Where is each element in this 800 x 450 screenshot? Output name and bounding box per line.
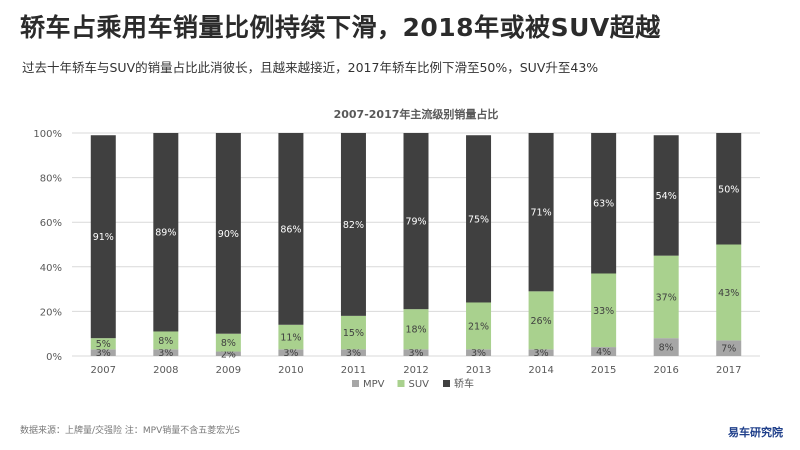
data-label-suv-2015: 33% bbox=[593, 306, 614, 317]
data-label-sedan-2016: 54% bbox=[656, 191, 677, 202]
bar-suv-2009 bbox=[215, 333, 241, 352]
bar-suv-2011 bbox=[340, 315, 366, 350]
data-label-mpv-2014: 3% bbox=[534, 348, 549, 359]
bar-mpv-2008 bbox=[153, 349, 179, 356]
bar-mpv-2011 bbox=[340, 349, 366, 356]
bar-sedan-2011 bbox=[340, 133, 366, 316]
y-tick-label: 40% bbox=[40, 263, 62, 274]
bar-suv-2017 bbox=[716, 244, 742, 341]
data-label-suv-2009: 8% bbox=[221, 338, 236, 349]
x-tick-label: 2015 bbox=[591, 365, 616, 376]
bar-mpv-2013 bbox=[466, 349, 492, 356]
data-label-suv-2010: 11% bbox=[280, 333, 301, 344]
legend-swatch bbox=[352, 380, 359, 387]
y-tick-label: 100% bbox=[33, 129, 62, 140]
y-tick-label: 20% bbox=[40, 307, 62, 318]
x-tick-label: 2011 bbox=[341, 365, 366, 376]
bar-suv-2007 bbox=[90, 338, 116, 350]
bar-suv-2008 bbox=[153, 331, 179, 350]
data-label-sedan-2011: 82% bbox=[343, 220, 364, 231]
bar-suv-2013 bbox=[466, 302, 492, 350]
x-tick-label: 2013 bbox=[466, 365, 491, 376]
legend-swatch bbox=[443, 380, 450, 387]
bar-sedan-2007 bbox=[90, 135, 116, 339]
bar-sedan-2017 bbox=[716, 133, 742, 245]
page-subtitle: 过去十年轿车与SUV的销量占比此消彼长，且越来越接近，2017年轿车比例下滑至5… bbox=[22, 60, 599, 75]
data-label-suv-2011: 15% bbox=[343, 328, 364, 339]
data-label-mpv-2013: 3% bbox=[471, 348, 486, 359]
legend-label: SUV bbox=[409, 379, 430, 390]
bar-mpv-2014 bbox=[528, 349, 554, 356]
data-label-sedan-2012: 79% bbox=[405, 217, 426, 228]
bar-sedan-2014 bbox=[528, 133, 554, 292]
data-label-suv-2016: 37% bbox=[656, 292, 677, 303]
bar-mpv-2017 bbox=[716, 340, 742, 356]
bar-sedan-2016 bbox=[653, 135, 679, 256]
bar-sedan-2009 bbox=[215, 133, 241, 334]
data-label-sedan-2014: 71% bbox=[531, 208, 552, 219]
data-label-suv-2013: 21% bbox=[468, 321, 489, 332]
legend-label: MPV bbox=[363, 379, 385, 390]
legend-swatch bbox=[397, 380, 405, 387]
data-label-suv-2014: 26% bbox=[531, 316, 552, 327]
bar-sedan-2008 bbox=[153, 133, 179, 332]
bar-mpv-2016 bbox=[653, 338, 679, 356]
bar-suv-2010 bbox=[278, 324, 304, 350]
data-label-mpv-2012: 3% bbox=[408, 348, 423, 359]
bar-sedan-2012 bbox=[403, 133, 429, 310]
brand-logo: 易车研究院 bbox=[728, 426, 783, 439]
data-label-mpv-2015: 4% bbox=[596, 347, 611, 358]
x-tick-label: 2008 bbox=[153, 365, 178, 376]
y-tick-label: 60% bbox=[40, 218, 62, 229]
legend-label: 轿车 bbox=[454, 377, 474, 390]
data-label-suv-2007: 5% bbox=[96, 339, 111, 350]
page-title: 轿车占乘用车销量比例持续下滑，2018年或被SUV超越 bbox=[20, 13, 661, 42]
bar-suv-2016 bbox=[653, 255, 679, 339]
data-label-mpv-2011: 3% bbox=[346, 348, 361, 359]
y-tick-label: 0% bbox=[46, 352, 62, 363]
x-tick-label: 2017 bbox=[716, 365, 741, 376]
chart-title: 2007-2017年主流级别销量占比 bbox=[334, 107, 499, 121]
data-label-suv-2017: 43% bbox=[718, 288, 739, 299]
data-label-mpv-2016: 8% bbox=[659, 343, 674, 354]
data-label-sedan-2007: 91% bbox=[93, 232, 114, 243]
bar-mpv-2015 bbox=[591, 347, 617, 356]
data-label-sedan-2009: 90% bbox=[218, 229, 239, 240]
x-tick-label: 2007 bbox=[91, 365, 116, 376]
bar-suv-2012 bbox=[403, 309, 429, 350]
data-label-suv-2012: 18% bbox=[405, 325, 426, 336]
data-source-note: 数据来源：上牌量/交强险 注：MPV销量不含五菱宏光S bbox=[20, 426, 240, 436]
data-label-mpv-2007: 3% bbox=[96, 348, 111, 359]
x-tick-label: 2012 bbox=[403, 365, 428, 376]
data-label-mpv-2017: 7% bbox=[721, 344, 736, 355]
data-label-suv-2008: 8% bbox=[158, 336, 173, 347]
x-tick-label: 2009 bbox=[216, 365, 241, 376]
data-label-mpv-2008: 3% bbox=[158, 348, 173, 359]
bar-sedan-2010 bbox=[278, 133, 304, 325]
bar-mpv-2007 bbox=[90, 349, 116, 356]
bar-mpv-2010 bbox=[278, 349, 304, 356]
bar-suv-2015 bbox=[591, 273, 617, 348]
data-label-mpv-2010: 3% bbox=[283, 348, 298, 359]
bar-sedan-2015 bbox=[591, 133, 617, 274]
x-tick-label: 2014 bbox=[528, 365, 553, 376]
bar-suv-2014 bbox=[528, 291, 554, 350]
y-tick-label: 80% bbox=[40, 174, 62, 185]
data-label-sedan-2010: 86% bbox=[280, 224, 301, 235]
data-label-mpv-2009: 2% bbox=[221, 349, 236, 360]
data-label-sedan-2017: 50% bbox=[718, 184, 739, 195]
bar-mpv-2012 bbox=[403, 349, 429, 356]
bar-sedan-2013 bbox=[466, 135, 492, 303]
bar-mpv-2009 bbox=[215, 351, 241, 356]
data-label-sedan-2015: 63% bbox=[593, 199, 614, 210]
data-label-sedan-2013: 75% bbox=[468, 214, 489, 225]
x-tick-label: 2016 bbox=[653, 365, 678, 376]
x-tick-label: 2010 bbox=[278, 365, 303, 376]
data-label-sedan-2008: 89% bbox=[155, 228, 176, 239]
